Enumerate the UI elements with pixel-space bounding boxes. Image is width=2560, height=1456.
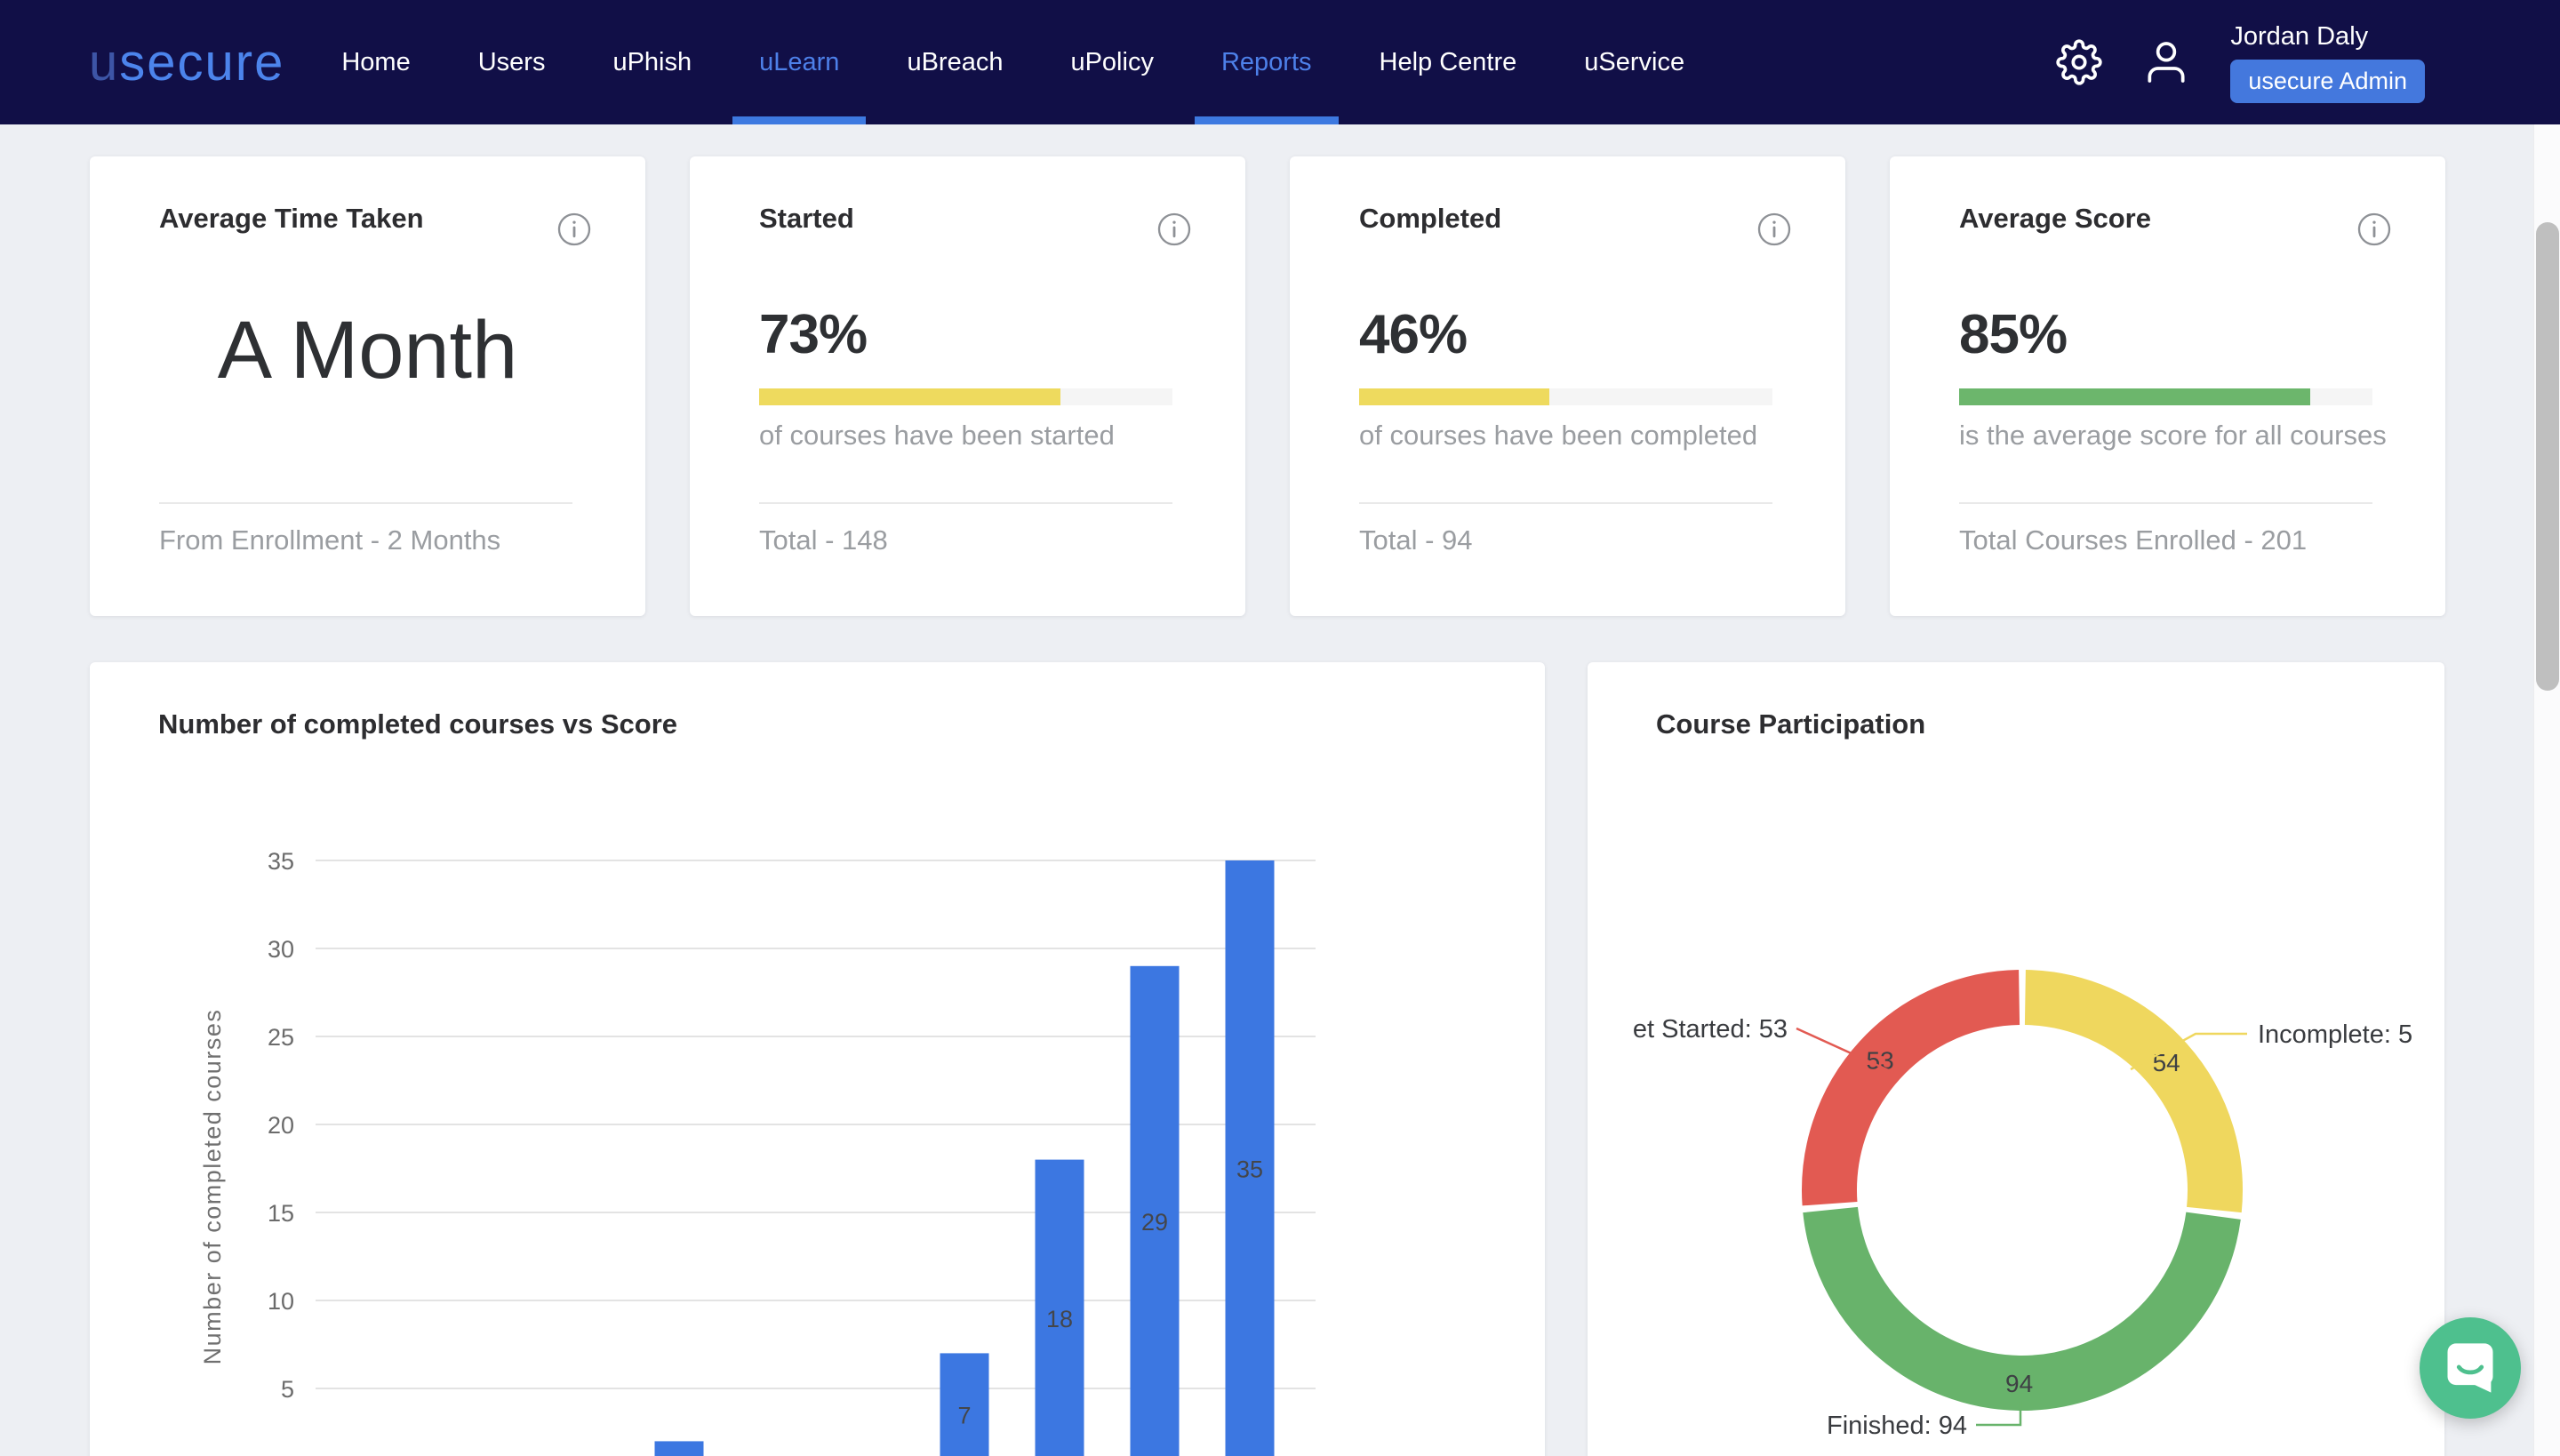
card-title: Started [759, 203, 854, 234]
nav-item-upolicy[interactable]: uPolicy [1070, 47, 1154, 76]
stat-description: of courses have been started [759, 420, 1115, 451]
divider [1359, 502, 1772, 504]
app-logo[interactable]: usecure [89, 33, 284, 92]
progress-bar [1959, 388, 2372, 405]
stat-card-completed: Completed 46% of courses have been compl… [1290, 156, 1845, 616]
y-tick-label: 5 [281, 1376, 294, 1403]
bar[interactable] [1035, 1159, 1084, 1456]
stat-footer: Total - 94 [1359, 524, 1473, 556]
bar[interactable] [654, 1441, 704, 1456]
scrollbar-track[interactable] [2533, 124, 2560, 1456]
stat-card-average-score: Average Score 85% is the average score f… [1890, 156, 2445, 616]
nav-item-ulearn[interactable]: uLearn [732, 0, 867, 124]
leader-line [2130, 1032, 2247, 1071]
nav-item-help-centre[interactable]: Help Centre [1379, 47, 1517, 76]
bar-value-label: 18 [1046, 1306, 1073, 1332]
y-tick-label: 20 [268, 1112, 294, 1139]
segment-label: Incomplete: 5 [2258, 1020, 2412, 1049]
progress-bar [1359, 388, 1772, 405]
divider [159, 502, 572, 504]
divider [759, 502, 1172, 504]
y-tick-label: 10 [268, 1288, 294, 1315]
stat-card-average-time-taken: Average Time Taken A Month From Enrollme… [90, 156, 645, 616]
info-icon[interactable] [2356, 212, 2392, 247]
bar[interactable] [940, 1353, 989, 1456]
nav-item-users[interactable]: Users [477, 47, 546, 76]
y-tick-label: 35 [268, 848, 294, 875]
nav-item-home[interactable]: Home [341, 47, 411, 76]
primary-nav: Home Users uPhish uLearn uBreach uPolicy Repor… [341, 0, 1752, 124]
donut-chart-title: Course Participation [1656, 708, 1926, 740]
bar-value-label: 29 [1141, 1209, 1168, 1236]
stat-value: 73% [759, 304, 868, 365]
progress-bar-fill [1359, 388, 1549, 405]
bar-chart-card: Number of completed courses vs Score 5 10… [90, 662, 1545, 1456]
gear-icon[interactable] [2056, 39, 2103, 85]
stat-description: is the average score for all courses [1959, 420, 2387, 451]
bar[interactable] [1225, 860, 1275, 1456]
header-right-actions: Jordan Daly usecure Admin [2056, 22, 2560, 103]
chat-bubble-icon [2447, 1343, 2493, 1393]
stat-value: A Month [217, 305, 518, 396]
progress-bar-fill [759, 388, 1061, 405]
segment-value-label: 54 [2153, 1049, 2180, 1076]
bar-chart: 5 10 15 20 25 30 35 Number of completed courses… [199, 848, 1316, 1456]
segment-value-label: 94 [2005, 1370, 2033, 1397]
scrollbar-thumb[interactable] [2536, 222, 2559, 691]
stat-value: 46% [1359, 304, 1468, 365]
top-navigation-bar: usecure Home Users uPhish uLearn uBreach uPol… [0, 0, 2560, 124]
user-menu[interactable]: Jordan Daly usecure Admin [2230, 22, 2425, 103]
logo-text-secure: secure [119, 33, 285, 92]
stat-value: 85% [1959, 304, 2068, 365]
info-icon[interactable] [556, 212, 592, 247]
leader-line [1976, 1402, 2022, 1427]
stat-cards-row: Average Time Taken A Month From Enrollme… [90, 156, 2445, 616]
donut-segment[interactable] [1803, 1206, 2241, 1411]
leader-line [1796, 1027, 1895, 1075]
bar-value-label: 7 [957, 1403, 971, 1429]
card-title: Completed [1359, 203, 1502, 234]
stat-footer: Total Courses Enrolled - 201 [1959, 524, 2308, 556]
stat-card-started: Started 73% of courses have been started… [690, 156, 1245, 616]
card-title: Average Time Taken [159, 203, 424, 234]
y-tick-label: 30 [268, 936, 294, 963]
bar-value-label: 35 [1236, 1156, 1263, 1183]
stat-footer: From Enrollment - 2 Months [159, 524, 501, 556]
segment-label: et Started: 53 [1633, 1015, 1788, 1044]
y-tick-label: 25 [268, 1024, 294, 1051]
nav-item-ubreach[interactable]: uBreach [907, 47, 1004, 76]
y-axis-label: Number of completed courses [199, 1009, 226, 1365]
nav-item-uservice[interactable]: uService [1584, 47, 1685, 76]
divider [1959, 502, 2372, 504]
logo-text-u: u [89, 33, 120, 92]
stat-footer: Total - 148 [759, 524, 888, 556]
donut-segment[interactable] [1802, 970, 2020, 1206]
nav-item-reports[interactable]: Reports [1195, 0, 1338, 124]
progress-bar-fill [1959, 388, 2311, 405]
user-role-badge: usecure Admin [2230, 59, 2425, 103]
segment-label: Finished: 94 [1827, 1412, 1967, 1440]
info-icon[interactable] [1756, 212, 1792, 247]
chat-launcher-button[interactable] [2420, 1317, 2521, 1419]
nav-item-uphish[interactable]: uPhish [612, 47, 692, 76]
y-tick-label: 15 [268, 1200, 294, 1227]
donut-chart-card: Course Participation 54 94 53 Incomplete: 5… [1588, 662, 2444, 1456]
bar-chart-title: Number of completed courses vs Score [158, 708, 678, 740]
donut-segment[interactable] [2024, 970, 2243, 1213]
stat-description: of courses have been completed [1359, 420, 1758, 451]
user-name: Jordan Daly [2230, 21, 2369, 51]
avatar-icon[interactable] [2141, 37, 2191, 87]
card-title: Average Score [1959, 203, 2151, 234]
bar[interactable] [1130, 965, 1180, 1456]
info-icon[interactable] [1156, 212, 1192, 247]
progress-bar [759, 388, 1172, 405]
